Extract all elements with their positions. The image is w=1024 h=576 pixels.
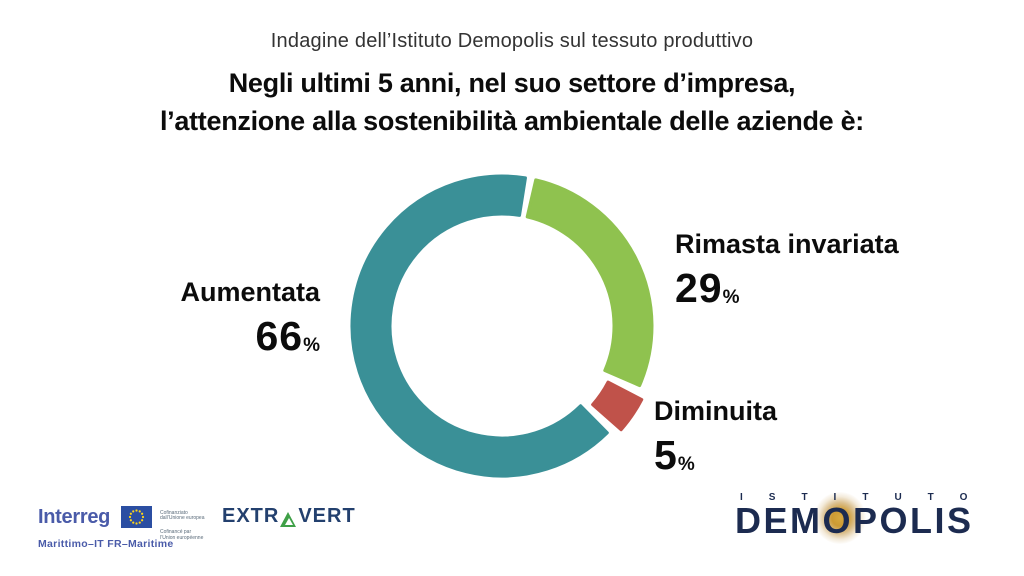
eu-flag-star-icon	[132, 510, 135, 513]
eu-flag-star-icon	[129, 519, 132, 522]
eu-cofunding-french: Cofinancé par l’Union européenne	[160, 529, 204, 541]
donut-slice-aumentata	[350, 174, 609, 478]
demopolis-istituto-label: ISTITUTO	[740, 492, 994, 503]
extravert-triangle-icon	[280, 512, 297, 527]
title-line-1: Negli ultimi 5 anni, nel suo settore d’i…	[228, 68, 796, 98]
label-aumentata: Aumentata 66 %	[120, 277, 320, 357]
eu-flag-star-icon	[138, 521, 141, 524]
demopolis-logo: ISTITUTO DEMOPOLIS	[735, 492, 995, 547]
title-line-2: l’attenzione alla sostenibilità ambienta…	[159, 106, 864, 136]
slice-label-aumentata: Aumentata	[180, 277, 320, 307]
interreg-logo: Interreg	[38, 506, 111, 528]
eu-flag-star-icon	[135, 522, 138, 525]
slice-label-diminuita: Diminuita	[654, 396, 778, 426]
eu-flag-icon	[121, 506, 152, 528]
eu-flag-star-icon	[141, 512, 144, 515]
survey-subtitle: Indagine dell’Istituto Demopolis sul tes…	[270, 30, 754, 52]
eu-flag-star-icon	[132, 521, 135, 524]
diminuita-percent-sign: %	[677, 454, 695, 475]
eu-flag-star-icon	[135, 509, 138, 512]
slice-value-diminuita: 5 %	[654, 435, 777, 476]
eu-cofunding-text: Cofinanziato dall’Unione europea Cofinan…	[160, 505, 204, 550]
slice-value-aumentata: 66 %	[120, 316, 320, 357]
interreg-program-label: Marittimo–IT FR–Maritime	[38, 538, 174, 550]
donut-slice-rimasta-invariata	[525, 178, 654, 388]
donut-slice-diminuita	[591, 380, 644, 432]
aumentata-percent-sign: %	[303, 335, 320, 356]
label-rimasta-invariata: Rimasta invariata 29 %	[675, 229, 899, 309]
extravert-text-right: VERT	[298, 505, 356, 527]
demopolis-name-label: DEMOPOLIS	[735, 500, 974, 541]
extravert-logo: EXTR VERT	[222, 505, 356, 528]
eu-flag-star-icon	[129, 512, 132, 515]
demopolis-gold-disc-icon	[814, 492, 866, 544]
rimasta-percent-number: 29	[675, 265, 723, 311]
eu-cofunding-italian: Cofinanziato dall’Unione europea	[160, 509, 205, 521]
rimasta-percent-sign: %	[722, 287, 740, 308]
extravert-text-left: EXTR	[222, 505, 280, 527]
donut-chart	[350, 174, 654, 478]
extravert-triangle-inner	[284, 518, 293, 525]
aumentata-percent-number: 66	[255, 313, 304, 359]
eu-flag-star-icon	[138, 510, 141, 513]
eu-flag-field	[121, 506, 152, 528]
eu-flag-star-icon	[141, 519, 144, 522]
page-title: Negli ultimi 5 anni, nel suo settore d’i…	[0, 64, 1024, 140]
slice-label-rimasta-invariata: Rimasta invariata	[675, 229, 899, 259]
label-diminuita: Diminuita 5 %	[654, 396, 777, 476]
eu-flag-star-icon	[141, 515, 145, 519]
diminuita-percent-number: 5	[654, 432, 678, 478]
slice-value-rimasta-invariata: 29 %	[675, 268, 899, 309]
eu-flag-star-icon	[128, 515, 132, 519]
